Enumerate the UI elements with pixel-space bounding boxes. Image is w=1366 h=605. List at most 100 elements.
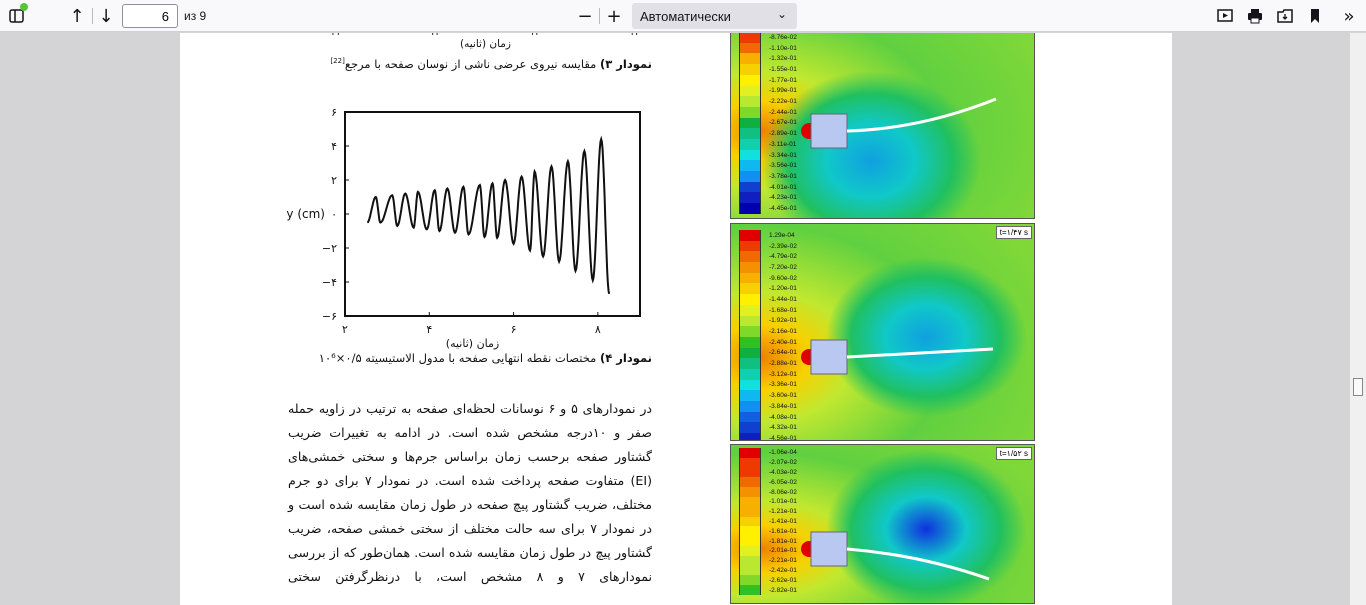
legend-swatch	[739, 96, 761, 107]
legend-value: -1.10e-01	[769, 44, 797, 52]
previous-page-button[interactable]: ↑	[66, 4, 88, 28]
save-icon	[1277, 9, 1293, 23]
legend-swatch	[739, 138, 761, 150]
legend-value: -9.60e-02	[769, 274, 797, 282]
next-page-button[interactable]: ↓	[95, 4, 117, 28]
caption-text: مختصات نقطه انتهایی صفحه با مدول الاستیس…	[318, 351, 600, 365]
legend-entry: -4.01e-01	[739, 181, 809, 193]
legend-value: -3.84e-01	[769, 402, 797, 410]
displacement-series-line	[366, 135, 611, 295]
legend-value: -1.32e-01	[769, 55, 797, 63]
tick-label: ۱۳	[530, 33, 541, 38]
scrollbar-thumb[interactable]	[1353, 378, 1363, 396]
legend-entry: -1.32e-01	[739, 53, 809, 65]
legend-swatch	[739, 467, 761, 478]
legend-entry: -2.42e-01	[739, 565, 809, 576]
x-tick-label: ۸	[595, 323, 601, 336]
legend-entry: -9.60e-02	[739, 272, 809, 284]
legend-swatch	[739, 516, 761, 527]
y-tick-label: −۲	[322, 242, 337, 255]
bookmark-button[interactable]	[1304, 4, 1326, 28]
time-label: t=۱/۴۷ s	[995, 226, 1032, 239]
legend-swatch	[739, 379, 761, 391]
zoom-select[interactable]: Автоматически ⌄	[632, 3, 797, 29]
previous-chart-ticks: ۱۱ ۱۲ ۱۳ ۱۴	[330, 33, 640, 38]
legend-swatch	[739, 448, 761, 458]
legend-value: -2.22e-01	[769, 98, 797, 106]
presentation-mode-button[interactable]	[1214, 4, 1236, 28]
legend-entry: -2.44e-01	[739, 106, 809, 118]
sidebar-icon	[9, 9, 24, 23]
contour-plot-3: -1.06e-04 -2.07e-02 -4.03e-02 -6.05e-02 -8.0…	[730, 444, 1035, 604]
legend-swatch	[739, 181, 761, 193]
legend-value: -2.67e-01	[769, 119, 797, 127]
zoom-in-button[interactable]: +	[603, 4, 625, 28]
low-pressure-region	[826, 449, 1026, 603]
legend-entry: -2.16e-01	[739, 326, 809, 337]
sidebar-toggle-button[interactable]	[6, 3, 28, 28]
legend-swatch	[739, 526, 761, 537]
legend-entry: -4.08e-01	[739, 411, 809, 423]
tools-button[interactable]: »	[1338, 4, 1360, 28]
print-button[interactable]	[1244, 4, 1266, 28]
legend-value: -1.21e-01	[769, 508, 797, 516]
double-chevron-right-icon: »	[1343, 5, 1355, 27]
legend-entry: -1.41e-01	[739, 516, 809, 527]
legend-value: -1.01e-01	[769, 498, 797, 506]
divider	[599, 8, 600, 24]
legend-value: -3.78e-01	[769, 172, 797, 180]
minus-icon: −	[577, 5, 593, 27]
legend-swatch	[739, 53, 761, 65]
scrollbar[interactable]	[1350, 33, 1366, 605]
legend-swatch	[739, 401, 761, 412]
legend-swatch	[739, 555, 761, 566]
legend-swatch	[739, 304, 761, 316]
pressure-contour-field	[731, 33, 1034, 218]
zoom-out-button[interactable]: −	[574, 4, 596, 28]
legend-value: -2.01e-01	[769, 547, 797, 555]
legend-entry: -2.88e-01	[739, 358, 809, 369]
y-tick-label: −۶	[322, 310, 337, 323]
legend-value: -2.21e-01	[769, 557, 797, 565]
legend-value: -7.20e-02	[769, 263, 797, 271]
legend-entry: -1.21e-01	[739, 506, 809, 517]
legend-entry: -2.40e-01	[739, 336, 809, 348]
legend-entry: -1.06e-04	[739, 448, 809, 458]
divider	[92, 8, 93, 24]
legend-swatch	[739, 565, 761, 576]
legend-value: -3.34e-01	[769, 151, 797, 159]
legend-value: -2.82e-01	[769, 586, 797, 594]
legend-value: -1.61e-01	[769, 527, 797, 535]
legend-swatch	[739, 347, 761, 359]
legend-swatch	[739, 368, 761, 380]
print-icon	[1248, 9, 1262, 24]
document-viewer: ۱۱ ۱۲ ۱۳ ۱۴ زمان (ثانیه) نمودار ۳) مقایس…	[0, 33, 1350, 605]
legend-swatch	[739, 506, 761, 517]
legend-entry: -1.61e-01	[739, 526, 809, 537]
y-tick-label: ۶	[331, 106, 337, 119]
legend-entry: -3.11e-01	[739, 138, 809, 150]
legend-entry: -3.34e-01	[739, 149, 809, 161]
legend-swatch	[739, 545, 761, 556]
legend-swatch	[739, 487, 761, 497]
legend-value: -1.81e-01	[769, 537, 797, 545]
legend-value: -1.06e-04	[769, 449, 797, 457]
page-number-input[interactable]	[122, 4, 178, 28]
legend-entry: 1.29e-04	[739, 230, 809, 241]
legend-entry: -1.92e-01	[739, 315, 809, 327]
legend-entry: -6.05e-02	[739, 477, 809, 488]
legend-entry: -3.84e-01	[739, 401, 809, 412]
plot-frame	[344, 111, 641, 317]
body-paragraph: در نمودارهای ۵ و ۶ نوسانات لحظه‌ای صفحه …	[288, 401, 653, 584]
bookmark-icon	[1311, 9, 1319, 23]
legend-value: -2.42e-01	[769, 566, 797, 574]
legend-entry: -4.32e-01	[739, 422, 809, 434]
legend-value: -8.06e-02	[769, 488, 797, 496]
pdf-toolbar: ↑ ↓ из 9 − + Автоматически ⌄ »	[0, 0, 1366, 32]
legend-entry: -2.07e-02	[739, 457, 809, 468]
legend-entry: -1.77e-01	[739, 74, 809, 86]
save-button[interactable]	[1274, 4, 1296, 28]
legend-value: -1.77e-01	[769, 76, 797, 84]
legend-value: -3.11e-01	[769, 140, 797, 148]
zoom-value: Автоматически	[640, 9, 731, 24]
